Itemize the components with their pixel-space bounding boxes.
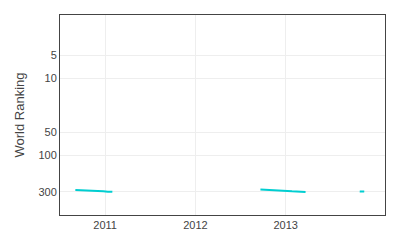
svg-text:10: 10 (45, 72, 57, 84)
svg-text:2012: 2012 (183, 219, 207, 231)
svg-text:World Ranking: World Ranking (12, 72, 27, 157)
svg-text:5: 5 (51, 49, 57, 61)
svg-text:100: 100 (38, 149, 56, 161)
svg-text:2011: 2011 (93, 219, 117, 231)
svg-text:2013: 2013 (273, 219, 297, 231)
svg-text:300: 300 (38, 186, 56, 198)
svg-text:50: 50 (45, 126, 57, 138)
